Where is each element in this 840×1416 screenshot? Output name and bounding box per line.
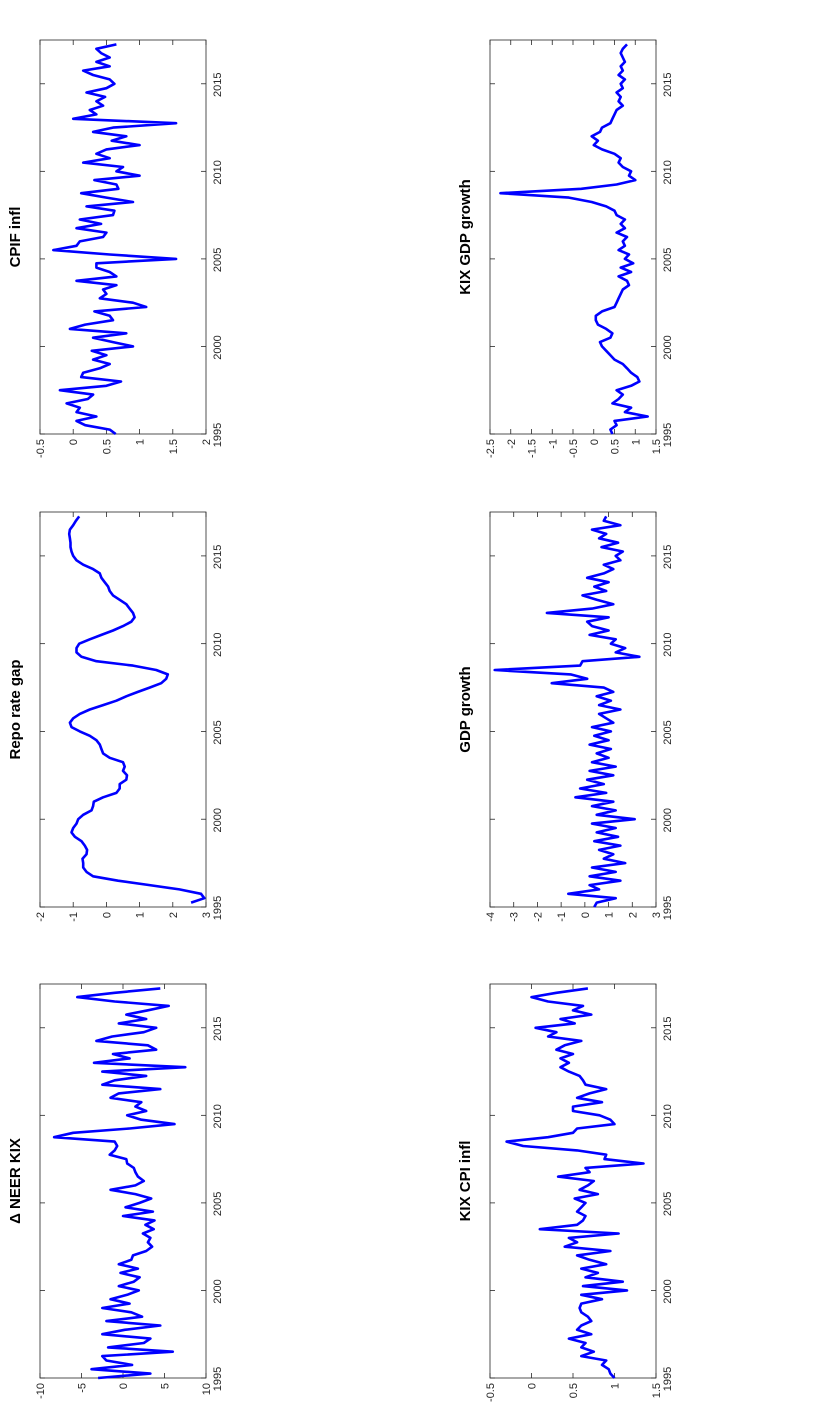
time-tick-label: 2010 <box>212 1104 224 1128</box>
time-tick-label: 2015 <box>212 73 224 97</box>
chart-panel: -2 -1 0 1 2 3 1995 2000 2005 2010 2015 Repo rate ga… <box>7 511 224 922</box>
chart-title: KIX GDP growth <box>457 179 474 295</box>
value-tick-label: 1 <box>604 912 616 918</box>
time-tick-label: 2000 <box>662 1279 674 1303</box>
value-tick-label: 1.5 <box>651 439 663 454</box>
value-tick-label: 0 <box>118 1383 130 1389</box>
time-tick-label: 2005 <box>662 720 674 744</box>
value-tick-label: 2 <box>627 912 639 918</box>
chart-title: Repo rate gap <box>7 659 24 759</box>
time-tick-label: 2015 <box>212 545 224 569</box>
value-tick-label: -4 <box>485 912 497 922</box>
time-tick-label: 2010 <box>662 160 674 184</box>
value-tick-label: -1.5 <box>527 439 539 458</box>
value-tick-label: -2.5 <box>485 439 497 458</box>
series-line <box>493 515 641 908</box>
axes-frame <box>489 983 657 1379</box>
time-tick-label: 2005 <box>662 248 674 272</box>
time-tick-label: 2005 <box>212 1192 224 1216</box>
time-tick-label: 2000 <box>662 335 674 359</box>
chart-title: Δ NEER KIX <box>7 1138 24 1224</box>
value-tick-label: -5 <box>77 1383 89 1393</box>
value-tick-label: 0 <box>101 912 113 918</box>
time-tick-label: 2005 <box>212 720 224 744</box>
time-tick-label: 2000 <box>212 1279 224 1303</box>
value-tick-label: 1 <box>630 439 642 445</box>
time-tick-label: 2000 <box>212 335 224 359</box>
value-tick-label: -10 <box>35 1383 47 1399</box>
series-line <box>67 515 206 904</box>
series-line <box>52 43 178 436</box>
series-line <box>52 987 187 1380</box>
time-tick-label: 1995 <box>662 896 674 920</box>
value-tick-label: 0 <box>580 912 592 918</box>
value-tick-label: -0.5 <box>35 439 47 458</box>
value-tick-label: 10 <box>201 1383 213 1395</box>
time-tick-label: 2015 <box>662 545 674 569</box>
value-tick-label: -1 <box>68 912 80 922</box>
chart-panel: -4 -3 -2 -1 0 1 2 3 1995 2000 2005 2010 2015 GDP grow… <box>457 511 674 922</box>
series-line <box>505 987 645 1379</box>
time-tick-label: 2010 <box>212 160 224 184</box>
chart-title: CPIF infl <box>7 207 24 268</box>
chart-panel: -2.5 -2 -1.5 -1 -0.5 0 0.5 1 1.5 1995 2000 2005 2010… <box>457 39 674 458</box>
value-tick-label: 2 <box>201 439 213 445</box>
value-tick-label: 5 <box>160 1383 172 1389</box>
time-tick-label: 2010 <box>662 1104 674 1128</box>
value-tick-label: 3 <box>201 912 213 918</box>
value-tick-label: 0 <box>68 439 80 445</box>
chart-panel: -0.5 0 0.5 1 1.5 2 1995 2000 2005 2010 2015 CPIF in… <box>7 39 224 458</box>
value-tick-label: 0.5 <box>610 439 622 454</box>
time-tick-label: 1995 <box>212 896 224 920</box>
value-tick-label: -2 <box>532 912 544 922</box>
time-tick-label: 2010 <box>212 632 224 656</box>
value-tick-label: 3 <box>651 912 663 918</box>
time-tick-label: 1995 <box>662 1367 674 1391</box>
time-tick-label: 2005 <box>212 248 224 272</box>
value-tick-label: 1 <box>135 439 147 445</box>
value-tick-label: 1.5 <box>651 1383 663 1398</box>
value-tick-label: 0.5 <box>101 439 113 454</box>
time-tick-label: 2015 <box>212 1017 224 1041</box>
value-tick-label: -1 <box>547 439 559 449</box>
time-tick-label: 2015 <box>662 1017 674 1041</box>
time-tick-label: 2015 <box>662 73 674 97</box>
value-tick-label: 1 <box>135 912 147 918</box>
axes-frame <box>39 39 207 435</box>
time-tick-label: 1995 <box>212 423 224 447</box>
time-tick-label: 2000 <box>212 808 224 832</box>
series-line <box>499 43 649 435</box>
value-tick-label: -0.5 <box>568 439 580 458</box>
chart-title: KIX CPI infl <box>457 1141 474 1222</box>
chart-panel: -10 -5 0 5 10 1995 2000 2005 2010 2015 Δ NEER KIX <box>7 983 224 1399</box>
value-tick-label: 1.5 <box>168 439 180 454</box>
axes-frame <box>39 511 207 908</box>
value-tick-label: -3 <box>509 912 521 922</box>
time-tick-label: 2010 <box>662 632 674 656</box>
value-tick-label: 0 <box>527 1383 539 1389</box>
time-tick-label: 1995 <box>212 1367 224 1391</box>
value-tick-label: -1 <box>556 912 568 922</box>
chart-title: GDP growth <box>457 666 474 752</box>
time-tick-label: 2005 <box>662 1192 674 1216</box>
time-tick-label: 2000 <box>662 808 674 832</box>
value-tick-label: 0.5 <box>568 1383 580 1398</box>
axes-frame <box>489 39 657 435</box>
value-tick-label: -0.5 <box>485 1383 497 1402</box>
value-tick-label: -2 <box>506 439 518 449</box>
value-tick-label: 2 <box>168 912 180 918</box>
chart-panel: -0.5 0 0.5 1 1.5 1995 2000 2005 2010 2015 KIX CPI … <box>457 983 674 1402</box>
value-tick-label: 0 <box>589 439 601 445</box>
time-tick-label: 1995 <box>662 423 674 447</box>
axes-frame <box>489 511 657 908</box>
value-tick-label: 1 <box>610 1383 622 1389</box>
value-tick-label: -2 <box>35 912 47 922</box>
